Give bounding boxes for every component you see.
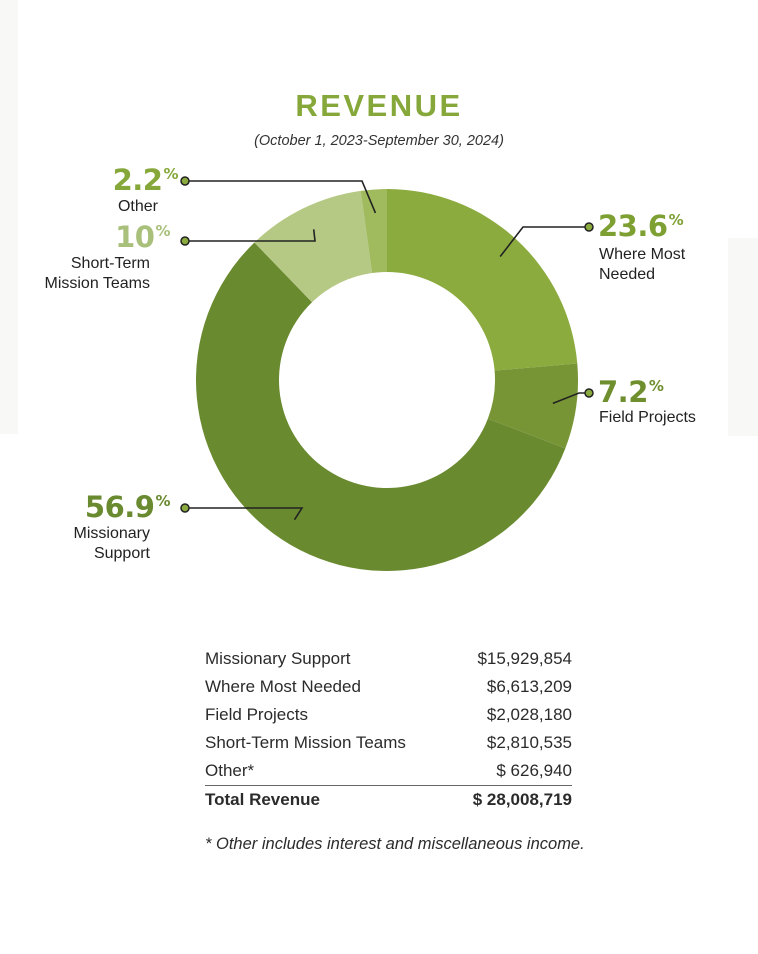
row-label: Other* bbox=[205, 761, 255, 780]
slice-percent-label: 23.6% bbox=[598, 209, 684, 243]
label-line: Where Most bbox=[599, 246, 686, 263]
row-value: $2,028,180 bbox=[486, 705, 572, 724]
label-line: Needed bbox=[599, 266, 656, 283]
leader-dot bbox=[584, 388, 594, 398]
donut-slice bbox=[360, 189, 387, 274]
label-line: Short-Term bbox=[70, 255, 150, 272]
table-row: Missionary Support $15,929,854 bbox=[205, 645, 572, 673]
leader-line bbox=[185, 180, 377, 214]
label-line: Mission Teams bbox=[44, 275, 150, 292]
percent-sign: % bbox=[648, 377, 664, 395]
leader-line bbox=[185, 507, 304, 521]
row-value: $ 626,940 bbox=[496, 761, 572, 780]
left-side-panel bbox=[0, 0, 18, 434]
leader-line bbox=[185, 229, 316, 242]
slice-name-label: Short-Term Mission Teams bbox=[44, 254, 150, 294]
total-label: Total Revenue bbox=[205, 790, 320, 809]
slice-name-label: Other bbox=[118, 197, 158, 217]
donut-slice bbox=[387, 189, 578, 371]
row-label: Field Projects bbox=[205, 705, 308, 724]
percent-value: 10 bbox=[115, 220, 155, 254]
slice-percent-label: 56.9% bbox=[84, 490, 171, 524]
leader-dot bbox=[584, 222, 594, 232]
percent-value: 23.6 bbox=[598, 209, 668, 243]
row-label: Where Most Needed bbox=[205, 677, 361, 696]
leader-dot bbox=[180, 176, 190, 186]
row-value: $2,810,535 bbox=[486, 733, 572, 752]
slice-percent-label: 10% bbox=[115, 223, 170, 252]
leader-dot bbox=[180, 236, 190, 246]
table-body: Missionary Support $15,929,854 Where Most … bbox=[205, 645, 572, 785]
total-value: $ 28,008,719 bbox=[472, 790, 572, 809]
label-line: Support bbox=[93, 545, 150, 562]
percent-sign: % bbox=[668, 211, 684, 229]
label-line: Missionary bbox=[73, 525, 150, 542]
row-label: Short-Term Mission Teams bbox=[205, 733, 406, 752]
row-value: $6,613,209 bbox=[486, 677, 572, 696]
donut-slice bbox=[487, 363, 578, 449]
slice-name-label: Missionary Support bbox=[74, 524, 150, 564]
slice-percent-label: 7.2% bbox=[598, 375, 664, 409]
percent-value: 7.2 bbox=[598, 375, 648, 409]
table-row: Short-Term Mission Teams $2,810,535 bbox=[205, 729, 572, 757]
leader-dot bbox=[180, 503, 190, 513]
percent-sign: % bbox=[155, 222, 170, 240]
donut-slice bbox=[196, 242, 566, 571]
table-row: Where Most Needed $6,613,209 bbox=[205, 673, 572, 701]
label-line: Other bbox=[117, 198, 158, 215]
percent-value: 56.9 bbox=[84, 490, 155, 524]
percent-value: 2.2 bbox=[112, 163, 163, 197]
slice-percent-label: 2.2% bbox=[112, 163, 179, 197]
table-row: Field Projects $2,028,180 bbox=[205, 701, 572, 729]
table-row: Other* $ 626,940 bbox=[205, 757, 572, 785]
percent-sign: % bbox=[155, 492, 170, 510]
slice-name-label: Field Projects bbox=[599, 408, 696, 428]
footnote: * Other includes interest and miscellane… bbox=[205, 835, 585, 853]
right-side-panel bbox=[728, 238, 758, 436]
row-value: $15,929,854 bbox=[477, 649, 572, 668]
percent-sign: % bbox=[163, 165, 178, 183]
table-total-row: Total Revenue $ 28,008,719 bbox=[205, 785, 572, 813]
donut-slice bbox=[254, 190, 373, 303]
chart-title: REVENUE bbox=[295, 88, 463, 123]
leader-line bbox=[499, 226, 589, 258]
slice-name-label: Where Most Needed bbox=[599, 245, 685, 285]
chart-subtitle: (October 1, 2023-September 30, 2024) bbox=[254, 133, 504, 149]
row-label: Missionary Support bbox=[205, 649, 351, 668]
revenue-table: Missionary Support $15,929,854 Where Most … bbox=[205, 645, 572, 813]
label-line: Field Projects bbox=[599, 409, 696, 426]
